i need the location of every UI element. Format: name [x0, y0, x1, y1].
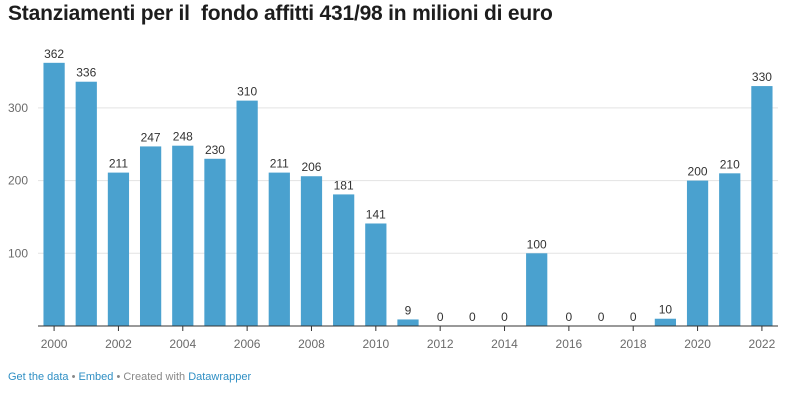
data-label-2016: 0	[566, 310, 573, 324]
x-tick-label: 2018	[620, 337, 647, 351]
data-label-2000: 362	[44, 47, 64, 61]
x-tick-label: 2020	[684, 337, 711, 351]
y-axis-tick-labels: 100 200 300	[8, 101, 28, 260]
y-tick-label: 100	[8, 246, 28, 260]
bar-2005	[204, 158, 226, 326]
data-label-2020: 200	[688, 165, 708, 179]
x-tick-label: 2006	[234, 337, 261, 351]
data-label-2002: 211	[109, 157, 128, 171]
x-tick-label: 2000	[41, 337, 68, 351]
x-tick-label: 2012	[427, 337, 454, 351]
bar-2000	[43, 62, 65, 326]
data-label-2010: 141	[366, 207, 386, 221]
x-tick-label: 2002	[105, 337, 132, 351]
x-axis-tick-labels: 2000 2002 2004 2006 2008 2010 2012 2014 2016 2018…	[41, 326, 776, 351]
embed-link[interactable]: Embed	[78, 371, 114, 383]
data-label-2011: 9	[405, 303, 412, 317]
data-label-2008: 206	[301, 160, 321, 174]
chart-title: Stanziamenti per il fondo affitti 431/98…	[8, 2, 553, 25]
x-tick-label: 2016	[556, 337, 583, 351]
data-label-2006: 310	[237, 85, 257, 99]
x-tick-label: 2004	[169, 337, 196, 351]
datawrapper-link[interactable]: Datawrapper	[188, 371, 252, 383]
y-tick-label: 300	[8, 101, 28, 115]
data-label-2001: 336	[76, 66, 96, 80]
gridlines	[38, 107, 778, 254]
y-tick-label: 200	[8, 174, 28, 188]
bar-2008	[300, 176, 323, 326]
bar-2007	[268, 172, 290, 326]
bar-2015	[526, 253, 548, 326]
data-label-2012: 0	[437, 310, 444, 324]
data-label-2015: 100	[527, 237, 547, 251]
bar-2021	[719, 173, 741, 326]
bar-2009	[333, 194, 355, 326]
x-tick-label: 2010	[362, 337, 389, 351]
data-label-2003: 247	[141, 130, 161, 144]
x-tick-label: 2014	[491, 337, 518, 351]
created-with-text: • Created with	[116, 371, 186, 383]
data-label-2019: 10	[659, 303, 673, 317]
data-label-2017: 0	[598, 310, 605, 324]
get-the-data-link[interactable]: Get the data	[8, 371, 69, 383]
x-tick-label: 2022	[749, 337, 776, 351]
bar-2020	[686, 180, 709, 326]
footer: Get the data • Embed • Created with Data…	[8, 371, 251, 383]
data-label-2014: 0	[501, 310, 508, 324]
data-label-2022: 330	[752, 70, 772, 84]
bar-2004	[172, 145, 194, 326]
data-label-2021: 210	[720, 157, 740, 171]
data-label-2013: 0	[469, 310, 476, 324]
bars	[43, 62, 773, 327]
data-label-2018: 0	[630, 310, 637, 324]
bar-2001	[75, 81, 97, 326]
data-label-2009: 181	[334, 178, 354, 192]
data-label-2007: 211	[270, 157, 289, 171]
bar-2002	[107, 172, 130, 326]
bar-2010	[365, 223, 387, 326]
bar-2011	[397, 319, 419, 326]
bar-2022	[751, 86, 773, 326]
bar-2003	[139, 146, 162, 326]
data-label-2005: 230	[205, 143, 225, 157]
x-tick-label: 2008	[298, 337, 325, 351]
bar-2006	[236, 100, 258, 327]
footer-separator: •	[71, 371, 76, 383]
data-label-2004: 248	[173, 130, 193, 144]
bar-2019	[654, 318, 677, 326]
